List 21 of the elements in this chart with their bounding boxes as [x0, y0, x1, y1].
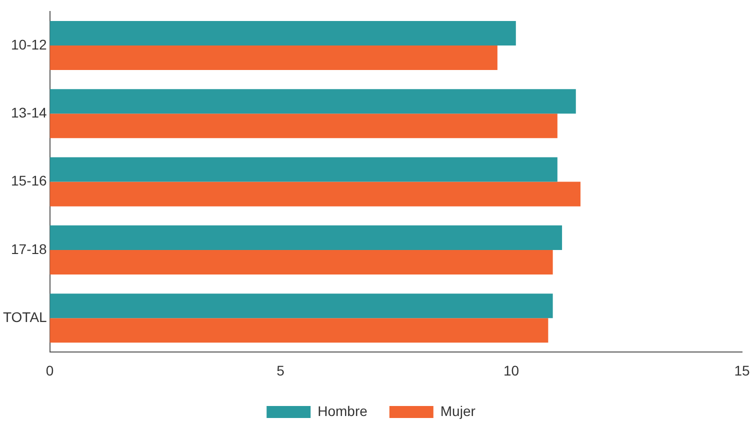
x-tick-label: 5 — [276, 362, 285, 378]
bar — [50, 182, 580, 206]
bar — [50, 114, 558, 138]
bar — [50, 20, 516, 46]
x-tick-label: 15 — [734, 362, 750, 378]
y-tick-label: TOTAL — [2, 308, 48, 325]
legend-label: Hombre — [318, 402, 368, 419]
bar — [50, 318, 548, 343]
bar — [50, 225, 562, 250]
x-tick-label: 10 — [503, 362, 520, 378]
y-tick-label: 17-18 — [11, 240, 48, 257]
bar — [50, 250, 553, 274]
bar — [50, 157, 558, 182]
y-tick-label: 13-14 — [11, 104, 48, 120]
legend-label: Mujer — [440, 402, 476, 419]
x-tick-label: 0 — [46, 362, 54, 378]
bar — [50, 45, 498, 70]
bar — [50, 294, 553, 318]
bar — [50, 89, 576, 114]
y-tick-label: 15-16 — [11, 172, 48, 189]
y-tick-label: 10-12 — [11, 36, 48, 52]
